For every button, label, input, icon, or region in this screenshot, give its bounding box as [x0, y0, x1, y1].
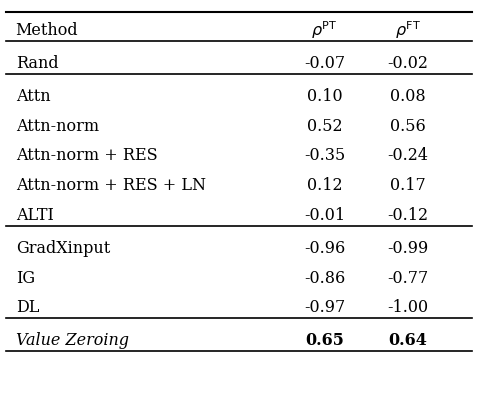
Text: Attn-norm + RES: Attn-norm + RES — [16, 147, 157, 164]
Text: 0.56: 0.56 — [390, 117, 425, 134]
Text: -1.00: -1.00 — [387, 300, 428, 316]
Text: -0.86: -0.86 — [304, 270, 345, 287]
Text: 0.10: 0.10 — [307, 88, 342, 105]
Text: 0.52: 0.52 — [307, 117, 342, 134]
Text: 0.64: 0.64 — [388, 332, 427, 349]
Text: ALTI: ALTI — [16, 207, 54, 224]
Text: -0.77: -0.77 — [387, 270, 428, 287]
Text: DL: DL — [16, 300, 39, 316]
Text: Attn: Attn — [16, 88, 50, 105]
Text: 0.08: 0.08 — [390, 88, 425, 105]
Text: Value Zeroing: Value Zeroing — [16, 332, 129, 349]
Text: IG: IG — [16, 270, 35, 287]
Text: 0.65: 0.65 — [305, 332, 344, 349]
Text: 0.17: 0.17 — [390, 177, 425, 194]
Text: -0.99: -0.99 — [387, 240, 428, 257]
Text: $\rho^{\mathrm{FT}}$: $\rho^{\mathrm{FT}}$ — [395, 19, 421, 41]
Text: 0.12: 0.12 — [307, 177, 342, 194]
Text: Attn-norm: Attn-norm — [16, 117, 99, 134]
Text: Attn-norm + RES + LN: Attn-norm + RES + LN — [16, 177, 206, 194]
Text: $\rho^{\mathrm{PT}}$: $\rho^{\mathrm{PT}}$ — [311, 19, 338, 41]
Text: -0.07: -0.07 — [304, 55, 345, 72]
Text: -0.12: -0.12 — [387, 207, 428, 224]
Text: -0.97: -0.97 — [304, 300, 345, 316]
Text: -0.02: -0.02 — [387, 55, 428, 72]
Text: Rand: Rand — [16, 55, 58, 72]
Text: -0.01: -0.01 — [304, 207, 345, 224]
Text: -0.24: -0.24 — [387, 147, 428, 164]
Text: GradXinput: GradXinput — [16, 240, 110, 257]
Text: -0.35: -0.35 — [304, 147, 345, 164]
Text: Method: Method — [16, 22, 78, 39]
Text: -0.96: -0.96 — [304, 240, 345, 257]
